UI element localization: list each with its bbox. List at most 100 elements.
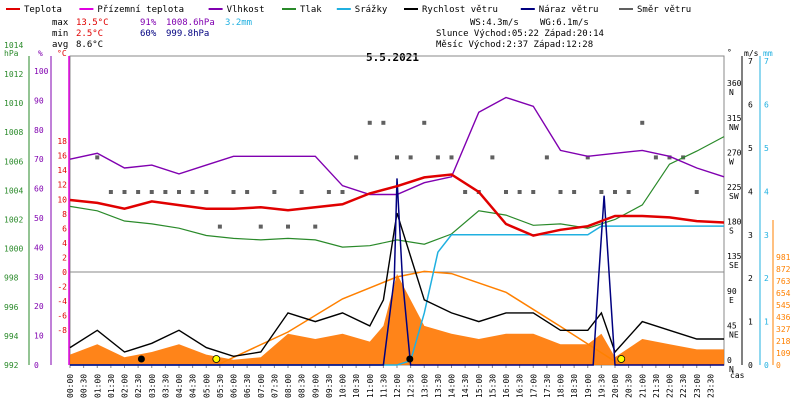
x-label-16: 08:00	[284, 374, 293, 398]
tick-mm-7: 7	[764, 57, 769, 66]
unit-mm: mm	[763, 49, 773, 58]
x-label-19: 09:30	[325, 374, 334, 398]
x-label-37: 18:30	[570, 374, 579, 398]
wind-dir-point-20	[367, 120, 372, 125]
stat-wg: WG:6.1m/s	[540, 18, 589, 28]
tick-dir-0: N	[729, 365, 734, 374]
x-label-30: 15:00	[475, 374, 484, 398]
tick-degc-10: 10	[57, 195, 67, 204]
x-label-10: 05:00	[202, 374, 211, 398]
wind-dir-point-27	[463, 190, 468, 194]
tick-hpa-1014: 1014	[4, 41, 23, 50]
stat-ws: WS:4.3m/s	[470, 18, 519, 28]
wind-dir-point-36	[585, 155, 590, 160]
tick-hpa-1000: 1000	[4, 245, 23, 254]
x-label-43: 21:30	[652, 374, 661, 398]
tick-pct-100: 100	[34, 67, 49, 76]
wind-dir-point-10	[231, 190, 236, 194]
x-label-17: 08:30	[298, 374, 307, 398]
wind-dir-point-16	[313, 224, 318, 229]
x-label-7: 03:30	[161, 374, 170, 398]
wind-dir-point-41	[653, 155, 658, 160]
wind-dir-point-39	[626, 190, 631, 194]
x-label-40: 20:00	[611, 374, 620, 398]
x-label-45: 22:30	[679, 374, 688, 398]
tick-dir-7: NW	[729, 123, 739, 132]
legend-label-3: Tlak	[300, 5, 322, 15]
stat-min-press: 999.8hPa	[166, 29, 209, 39]
tick-degc-4: 4	[62, 239, 67, 248]
tick-degc-8: 8	[62, 210, 67, 219]
wind-dir-point-9	[217, 224, 222, 229]
tick-degc-16: 16	[57, 152, 67, 161]
wind-dir-point-26	[449, 155, 454, 160]
x-label-29: 14:30	[461, 374, 470, 398]
tick-hpa-1010: 1010	[4, 99, 23, 108]
legend-label-2: Vlhkost	[227, 5, 265, 15]
wind-dir-point-32	[531, 190, 536, 194]
stat-max-hum: 91%	[140, 18, 157, 28]
unit-pct: %	[38, 49, 43, 58]
series-wind-gust	[70, 178, 724, 366]
tick-hpa-1004: 1004	[4, 186, 23, 195]
x-label-44: 22:00	[666, 374, 675, 398]
x-label-13: 06:30	[243, 374, 252, 398]
x-label-38: 19:00	[584, 374, 593, 398]
wind-dir-point-18	[340, 190, 345, 194]
wind-area-fill	[70, 273, 724, 365]
tick-pct-10: 10	[34, 332, 44, 341]
wind-dir-point-0	[95, 155, 100, 160]
series-solar	[216, 270, 621, 366]
series-pressure	[69, 136, 725, 248]
wind-dir-point-38	[613, 190, 617, 194]
tick-hpa-998: 998	[4, 274, 19, 283]
tick-mm-0: 0	[764, 361, 769, 370]
x-label-32: 16:00	[502, 374, 511, 398]
stat-avg-label: avg	[52, 40, 68, 50]
tick-hpa-1008: 1008	[4, 128, 23, 137]
unit-time: čas	[730, 370, 745, 380]
tick-solar-763: 763	[776, 277, 791, 286]
tick-deg-0: 0	[727, 356, 732, 365]
legend-label-1: Přízemní teplota	[97, 5, 184, 15]
wind-dir-point-37	[599, 190, 604, 194]
wind-dir-point-29	[490, 155, 495, 160]
x-label-18: 09:00	[311, 374, 320, 398]
legend-label-0: Teplota	[24, 5, 62, 15]
tick-ms-3: 3	[748, 231, 753, 240]
tick-ms-4: 4	[748, 187, 753, 196]
x-label-0: 00:00	[66, 374, 75, 398]
wind-dir-point-13	[272, 190, 277, 194]
tick-dir-2: E	[729, 296, 734, 305]
tick-solar-0: 0	[776, 361, 781, 370]
tick-deg-90: 90	[727, 287, 737, 296]
wind-dir-point-34	[558, 190, 563, 194]
tick-mm-6: 6	[764, 101, 769, 110]
tick-ms-0: 0	[748, 361, 753, 370]
tick-hpa-996: 996	[4, 303, 19, 312]
wind-dir-point-40	[640, 120, 645, 125]
tick-mm-4: 4	[764, 187, 769, 196]
stat-min-hum: 60%	[140, 29, 157, 39]
legend-label-5: Rychlost větru	[422, 5, 498, 15]
wind-dir-point-23	[408, 155, 413, 160]
wind-dir-point-12	[258, 224, 263, 229]
tick-degc-0: 0	[62, 268, 67, 277]
wind-dir-point-8	[204, 190, 209, 194]
x-label-46: 23:00	[693, 374, 702, 398]
x-label-27: 13:30	[434, 374, 443, 398]
wind-dir-point-22	[395, 155, 399, 160]
stat-avg-temp: 8.6°C	[76, 40, 103, 50]
stat-min-label: min	[52, 29, 68, 39]
stat-max-rain: 3.2mm	[225, 18, 252, 28]
tick-solar-654: 654	[776, 289, 791, 298]
tick-ms-2: 2	[748, 274, 753, 283]
stat-min-temp: 2.5°C	[76, 29, 103, 39]
x-label-15: 07:30	[270, 374, 279, 398]
unit-ms: m/s	[744, 49, 759, 58]
wind-dir-point-4	[149, 190, 154, 194]
tick-solar-545: 545	[776, 301, 791, 310]
tick-pct-80: 80	[34, 126, 44, 135]
x-label-5: 02:30	[134, 374, 143, 398]
x-label-42: 21:00	[638, 374, 647, 398]
